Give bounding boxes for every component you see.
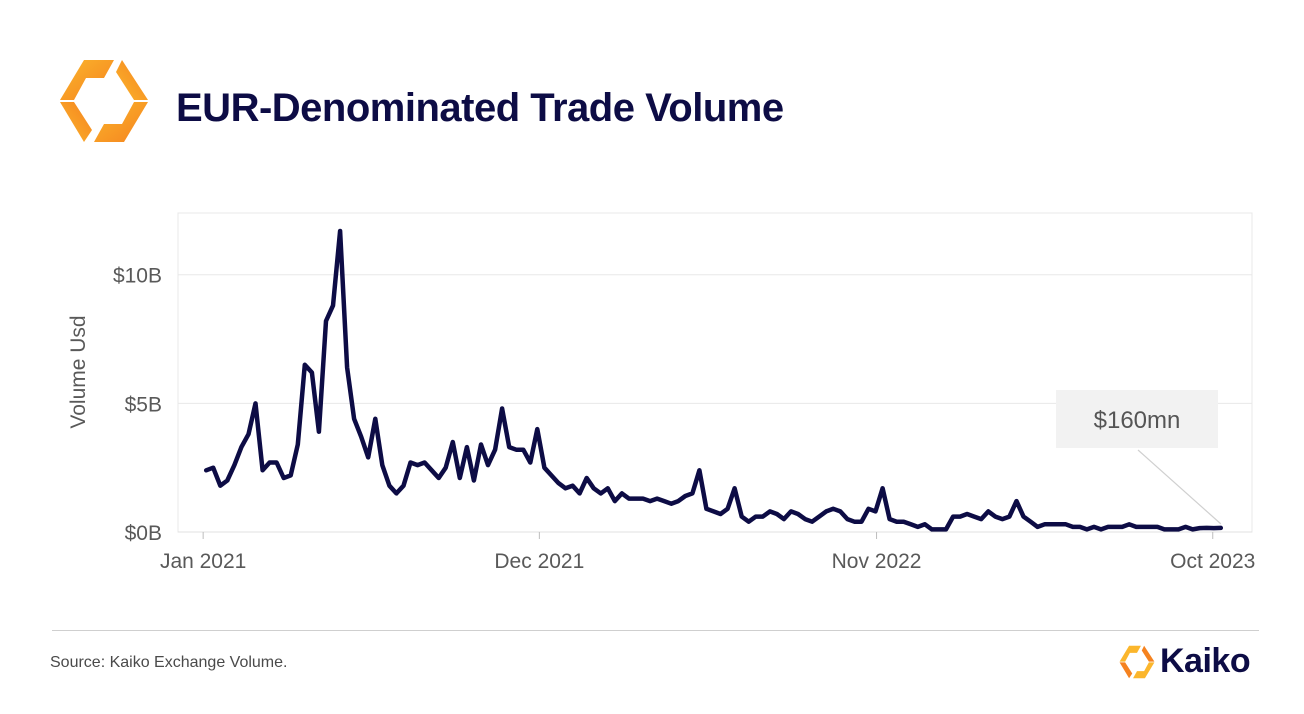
x-tick-label: Dec 2021 [494, 550, 584, 573]
y-tick-label: $0B [125, 522, 162, 545]
page-title: EUR-Denominated Trade Volume [176, 86, 784, 130]
y-tick-label: $5B [125, 393, 162, 416]
annotation-leader [1137, 449, 1222, 525]
annotation-box [1056, 390, 1218, 448]
kaiko-wordmark: Kaiko [1160, 642, 1251, 680]
kaiko-brand: Kaiko [1118, 642, 1268, 682]
x-tick-label: Nov 2022 [832, 550, 922, 573]
annotation-label: $160mn [1094, 407, 1181, 434]
x-tick-label: Oct 2023 [1170, 550, 1255, 573]
kaiko-logo-icon [1119, 645, 1155, 679]
line-chart: $0B $5B $10B Jan 2021 Dec 2021 Nov 2022 Oct 20… [67, 212, 1255, 573]
kaiko-logo-icon [60, 60, 148, 142]
y-axis-title: Volume Usd [67, 315, 90, 428]
x-tick-label: Jan 2021 [160, 550, 246, 573]
footer-divider [52, 630, 1259, 631]
y-tick-label: $10B [113, 265, 162, 288]
series-line-volume [203, 228, 1224, 532]
source-note: Source: Kaiko Exchange Volume. [50, 654, 288, 671]
